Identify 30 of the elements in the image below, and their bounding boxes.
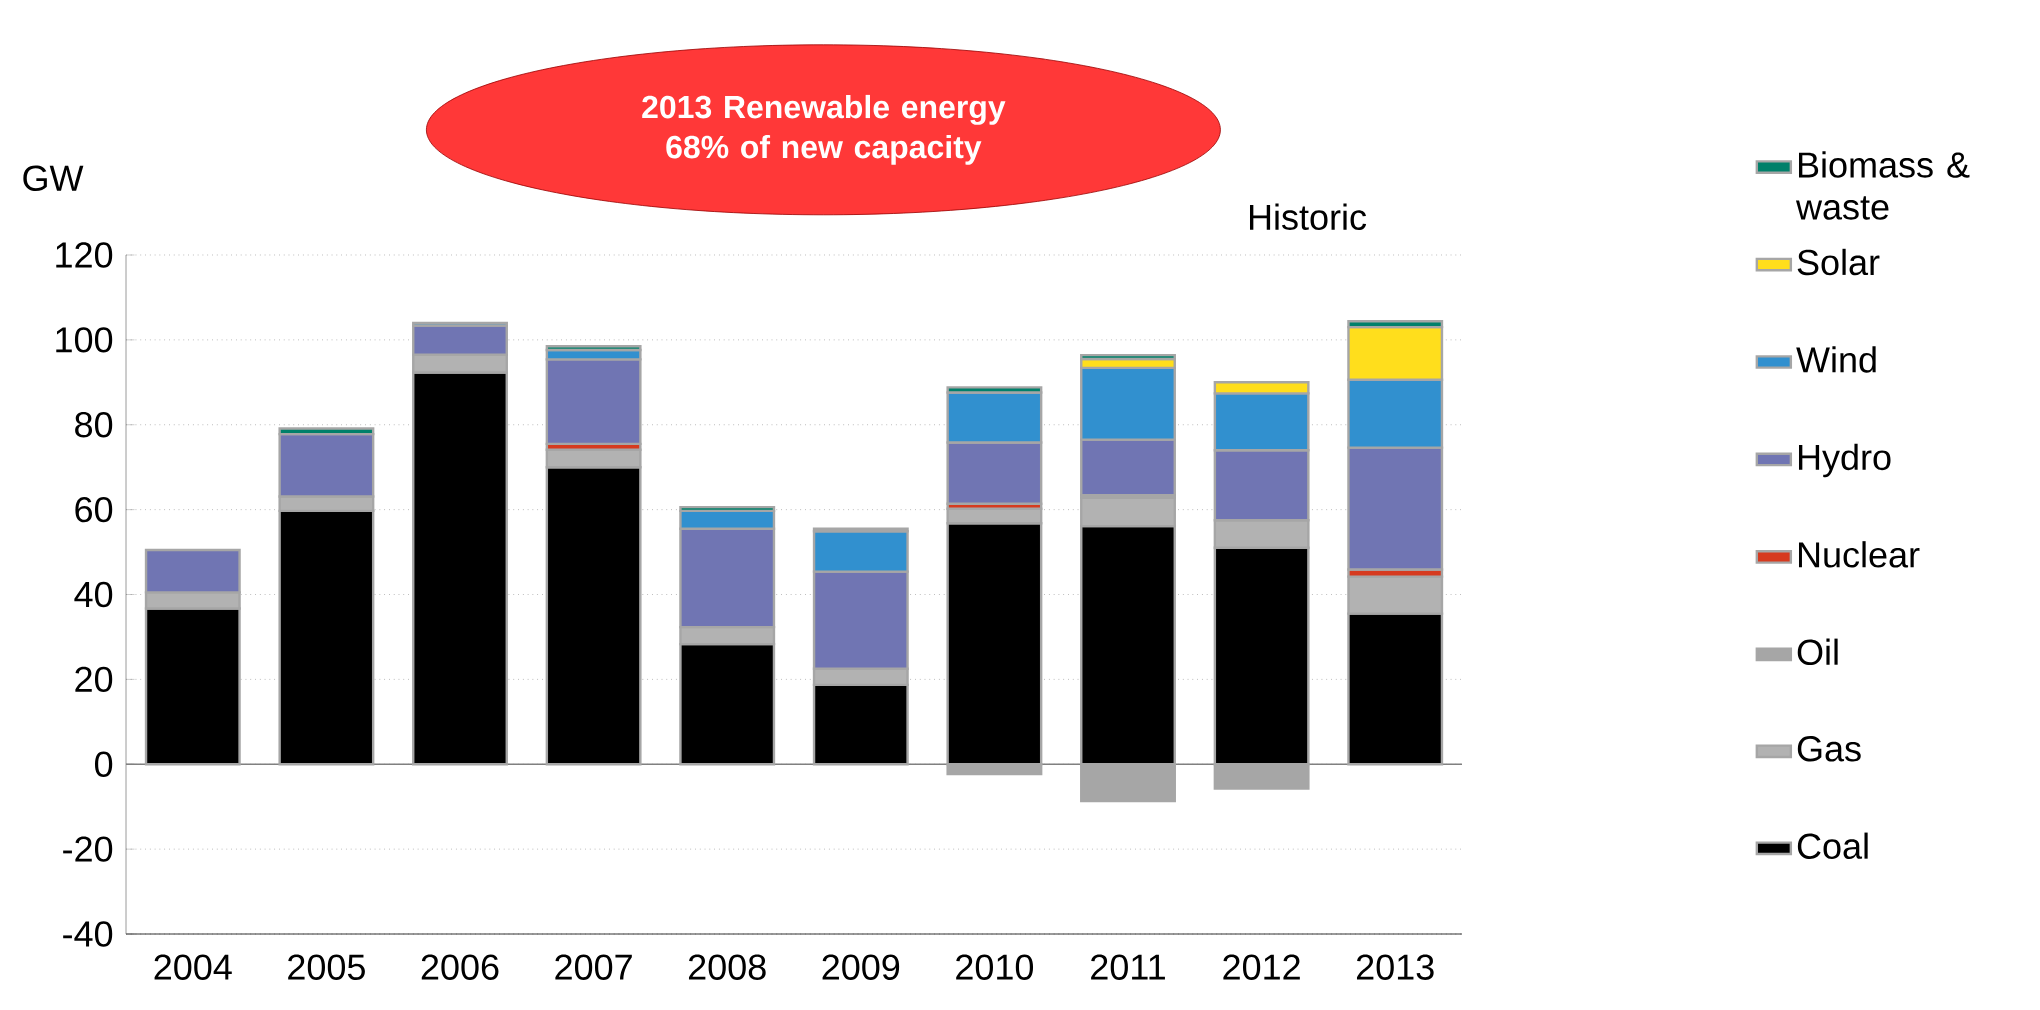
y-tick-label: 40 xyxy=(74,581,113,608)
legend-label: Nuclear xyxy=(1798,541,1920,568)
x-tick-label: 2010 xyxy=(956,954,1034,980)
text: Historic xyxy=(1250,203,1367,231)
x-tick-label: 2006 xyxy=(421,954,499,980)
x-tick-label: 2009 xyxy=(822,954,900,980)
y-tick-label: 80 xyxy=(75,412,113,438)
x-tick-label: 2013 xyxy=(1356,954,1434,980)
x-tick-label: 2005 xyxy=(288,954,365,980)
y-tick-label: 100 xyxy=(56,327,113,353)
x-tick-label: 2011 xyxy=(1091,954,1165,980)
y-axis-title: GW xyxy=(23,165,84,191)
x-tick-label: 2004 xyxy=(154,954,232,980)
legend-label: Gas xyxy=(1797,736,1861,762)
text: 2013 Renewable energy 68% of new capacity xyxy=(642,94,1006,165)
legend-label: Solar xyxy=(1797,248,1880,276)
y-tick-label: 0 xyxy=(94,751,113,777)
x-tick-label: 2008 xyxy=(688,954,766,980)
legend-label: Coal xyxy=(1797,832,1868,860)
legend-label: Oil xyxy=(1797,638,1838,666)
legend-label: Biomass & waste xyxy=(1795,151,1970,220)
y-tick-label: -20 xyxy=(63,836,113,862)
x-tick-label: 2007 xyxy=(555,954,632,980)
y-tick-label: 60 xyxy=(75,496,113,523)
y-tick-label: 120 xyxy=(56,242,113,268)
legend-label: Wind xyxy=(1796,346,1876,373)
y-tick-label: -40 xyxy=(63,921,113,947)
legend-label: Hydro xyxy=(1798,443,1891,478)
x-tick-label: 2012 xyxy=(1223,954,1300,980)
y-tick-label: 20 xyxy=(75,666,113,693)
